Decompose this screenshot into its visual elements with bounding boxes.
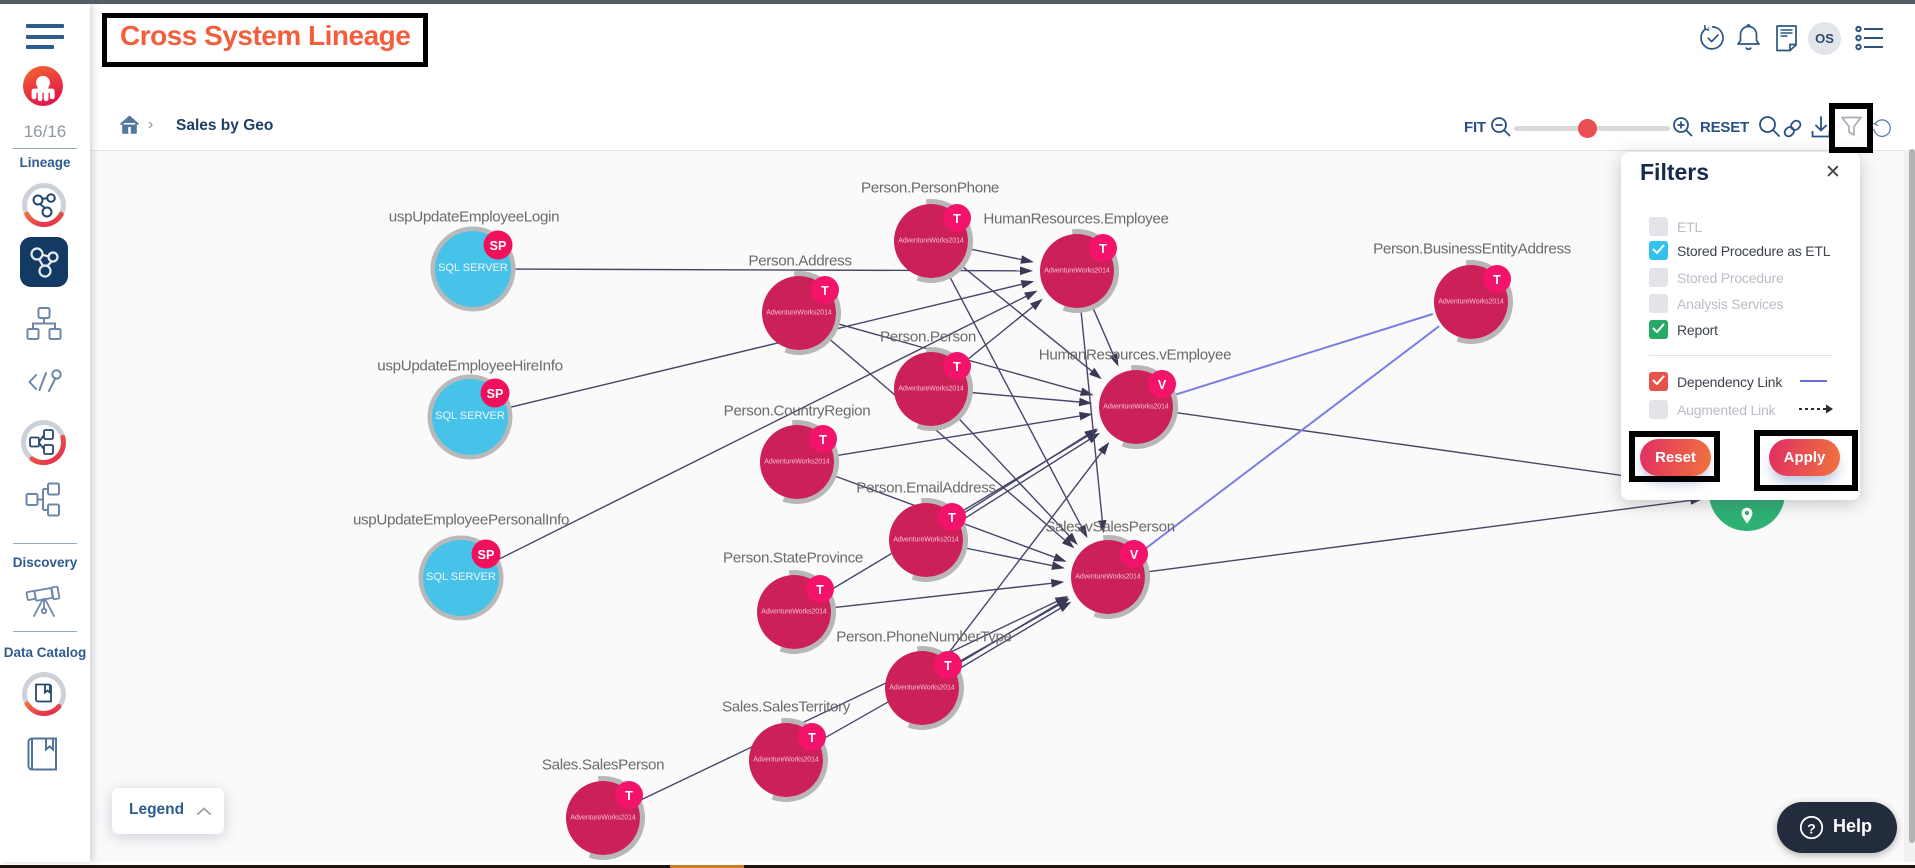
svg-text:uspUpdateEmployeeLogin: uspUpdateEmployeeLogin: [389, 209, 559, 226]
svg-text:T: T: [1099, 242, 1107, 256]
svg-text:V: V: [1130, 548, 1139, 562]
svg-text:uspUpdateEmployeePersonalInfo: uspUpdateEmployeePersonalInfo: [353, 512, 569, 529]
svg-text:uspUpdateEmployeeHireInfo: uspUpdateEmployeeHireInfo: [377, 358, 562, 375]
svg-text:AdventureWorks2014: AdventureWorks2014: [1438, 299, 1504, 306]
svg-text:AdventureWorks2014: AdventureWorks2014: [764, 459, 830, 466]
svg-text:Person.Person: Person.Person: [880, 329, 976, 346]
svg-text:T: T: [821, 284, 829, 298]
svg-text:T: T: [948, 511, 956, 525]
svg-text:T: T: [1493, 273, 1501, 287]
svg-text:?: ?: [1807, 820, 1816, 836]
svg-text:SQL SERVER: SQL SERVER: [426, 571, 496, 583]
svg-text:AdventureWorks2014: AdventureWorks2014: [898, 386, 964, 393]
svg-text:AdventureWorks2014: AdventureWorks2014: [893, 537, 959, 544]
svg-text:SP: SP: [478, 548, 495, 562]
svg-text:Sales.SalesTerritory: Sales.SalesTerritory: [722, 699, 851, 716]
svg-text:Person.Address: Person.Address: [748, 253, 852, 270]
svg-text:AdventureWorks2014: AdventureWorks2014: [898, 238, 964, 245]
svg-text:T: T: [944, 659, 952, 673]
svg-text:Person.BusinessEntityAddress: Person.BusinessEntityAddress: [1373, 241, 1572, 258]
svg-text:AdventureWorks2014: AdventureWorks2014: [889, 685, 955, 692]
svg-text:AdventureWorks2014: AdventureWorks2014: [1075, 574, 1141, 581]
svg-text:SP: SP: [487, 387, 504, 401]
svg-text:AdventureWorks2014: AdventureWorks2014: [761, 609, 827, 616]
svg-text:T: T: [808, 731, 816, 745]
svg-text:AdventureWorks2014: AdventureWorks2014: [766, 310, 832, 317]
svg-text:Sales.SalesPerson: Sales.SalesPerson: [542, 757, 664, 774]
svg-text:Sales.vSalesPerson: Sales.vSalesPerson: [1045, 519, 1175, 536]
svg-text:T: T: [819, 433, 827, 447]
svg-text:Person.CountryRegion: Person.CountryRegion: [724, 403, 871, 420]
svg-text:SP: SP: [490, 239, 507, 253]
svg-text:Person.PhoneNumberType: Person.PhoneNumberType: [836, 629, 1012, 646]
svg-text:AdventureWorks2014: AdventureWorks2014: [1103, 404, 1169, 411]
svg-text:T: T: [816, 583, 824, 597]
svg-text:AdventureWorks2014: AdventureWorks2014: [753, 757, 819, 764]
svg-text:T: T: [953, 360, 961, 374]
svg-text:T: T: [953, 212, 961, 226]
svg-text:SQL SERVER: SQL SERVER: [435, 410, 505, 422]
svg-text:AdventureWorks2014: AdventureWorks2014: [1044, 268, 1110, 275]
svg-text:T: T: [625, 789, 633, 803]
svg-text:AdventureWorks2014: AdventureWorks2014: [570, 815, 636, 822]
svg-text:Person.EmailAddress: Person.EmailAddress: [856, 480, 996, 497]
svg-text:SQL SERVER: SQL SERVER: [438, 262, 508, 274]
svg-text:HumanResources.Employee: HumanResources.Employee: [983, 211, 1168, 228]
svg-text:V: V: [1158, 378, 1167, 392]
svg-text:HumanResources.vEmployee: HumanResources.vEmployee: [1039, 347, 1232, 364]
svg-text:Person.StateProvince: Person.StateProvince: [723, 550, 863, 567]
svg-text:Person.PersonPhone: Person.PersonPhone: [861, 180, 999, 197]
